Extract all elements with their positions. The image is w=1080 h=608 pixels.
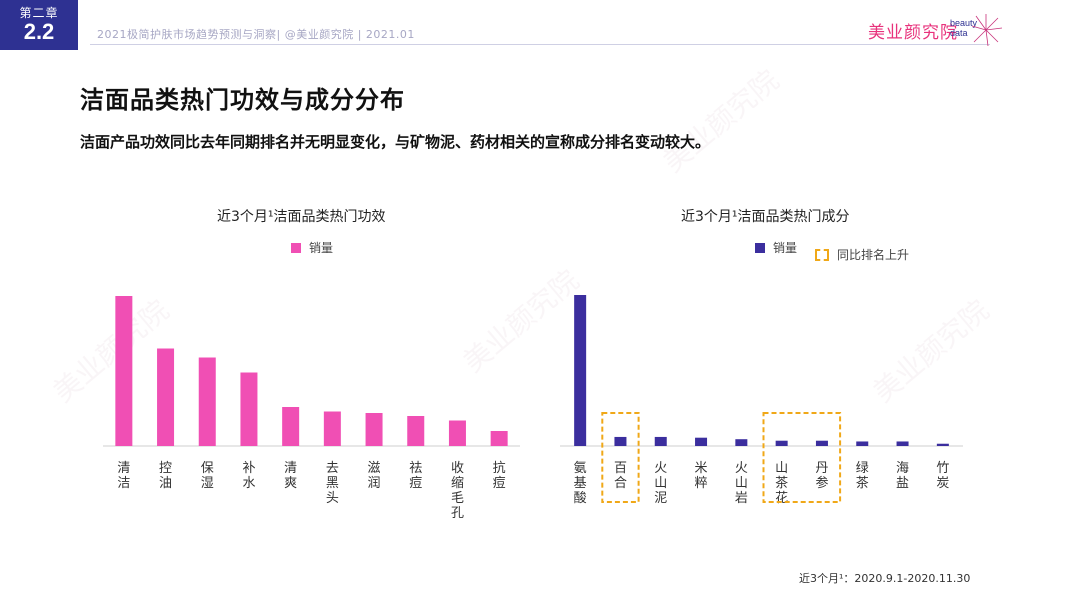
efficacy-chart-title: 近3个月¹洁面品类热门功效 [217,209,386,225]
footnote: 近3个月¹：2020.9.1-2020.11.30 [799,572,971,585]
ingredient-legend: 销量 [755,239,797,256]
header-divider [90,44,990,45]
brand-en: beauty data [950,18,978,38]
ingredient-tick-label: 氨基酸 [574,461,587,506]
ingredient-bar [614,436,627,446]
efficacy-bar [490,431,508,446]
ingredient-chart-title: 近3个月¹洁面品类热门成分 [681,209,850,225]
ingredient-tick-label: 丹参 [815,461,828,491]
ingredient-highlight-box [762,412,842,503]
page-subtitle: 洁面产品功效同比去年同期排名并无明显变化，与矿物泥、药材相关的宣称成分排名变动较… [80,133,711,151]
page-title: 洁面品类热门功效与成分分布 [80,86,405,114]
brand-name: 美业颜究院 [868,23,958,43]
efficacy-tick-label: 补水 [242,461,255,491]
legend-swatch-efficacy [291,242,301,253]
highlight-legend: 同比排名上升 [815,246,909,263]
ingredient-bar [775,440,788,446]
brand-logo: 美业颜究院 beauty data [868,12,1008,48]
brand-burst-icon [971,14,1003,47]
efficacy-bar [157,348,175,446]
efficacy-bar [115,296,133,446]
efficacy-tick-label: 保湿 [201,461,214,491]
legend-dashed-box [815,248,829,261]
chapter-number: 2.2 [23,19,55,44]
ingredient-bar [896,441,909,446]
chapter-badge: 第二章 2.2 [0,0,78,50]
ingredient-bar [574,295,587,446]
ingredient-bar [815,440,828,446]
efficacy-tick-label: 滋润 [368,461,381,491]
legend-swatch-ingredient [755,242,765,253]
efficacy-bar [240,372,258,446]
efficacy-bar [323,411,341,446]
efficacy-tick-label: 祛痘 [409,460,422,491]
ingredient-bar [735,439,748,446]
ingredient-bar [695,437,708,446]
ingredient-tick-label: 竹炭 [936,461,949,491]
efficacy-bar [198,357,216,446]
efficacy-tick-label: 控油 [159,461,172,491]
efficacy-bar [407,416,425,446]
ingredient-bar [856,441,869,446]
ingredient-tick-label: 海盐 [896,461,909,491]
highlight-legend-label: 同比排名上升 [837,248,910,262]
ingredient-tick-label: 米粹 [695,461,708,491]
report-subtitle: 2021极简护肤市场趋势预测与洞察| @美业颜究院 | 2021.01 [97,28,415,41]
efficacy-bar [448,420,466,446]
efficacy-tick-label: 收缩毛孔 [451,461,464,521]
efficacy-tick-label: 清爽 [284,461,297,491]
chapter-label: 第二章 [19,6,59,20]
ingredient-tick-label: 绿茶 [856,461,869,491]
efficacy-legend: 销量 [291,239,333,256]
efficacy-tick-label: 去黑头 [326,461,339,506]
efficacy-legend-label: 销量 [309,241,334,255]
ingredient-bar [936,443,949,446]
efficacy-bar [282,407,300,446]
ingredient-tick-label: 火山岩 [735,461,748,506]
efficacy-bar [365,413,383,446]
ingredient-tick-label: 山茶花 [775,461,788,506]
efficacy-tick-label: 清洁 [117,461,130,491]
ingredient-bar [654,436,667,446]
ingredient-legend-label: 销量 [773,241,798,255]
efficacy-tick-label: 抗痘 [493,461,506,491]
ingredient-highlight-box [601,412,640,503]
ingredient-tick-label: 百合 [614,461,627,491]
ingredient-tick-label: 火山泥 [654,461,667,506]
